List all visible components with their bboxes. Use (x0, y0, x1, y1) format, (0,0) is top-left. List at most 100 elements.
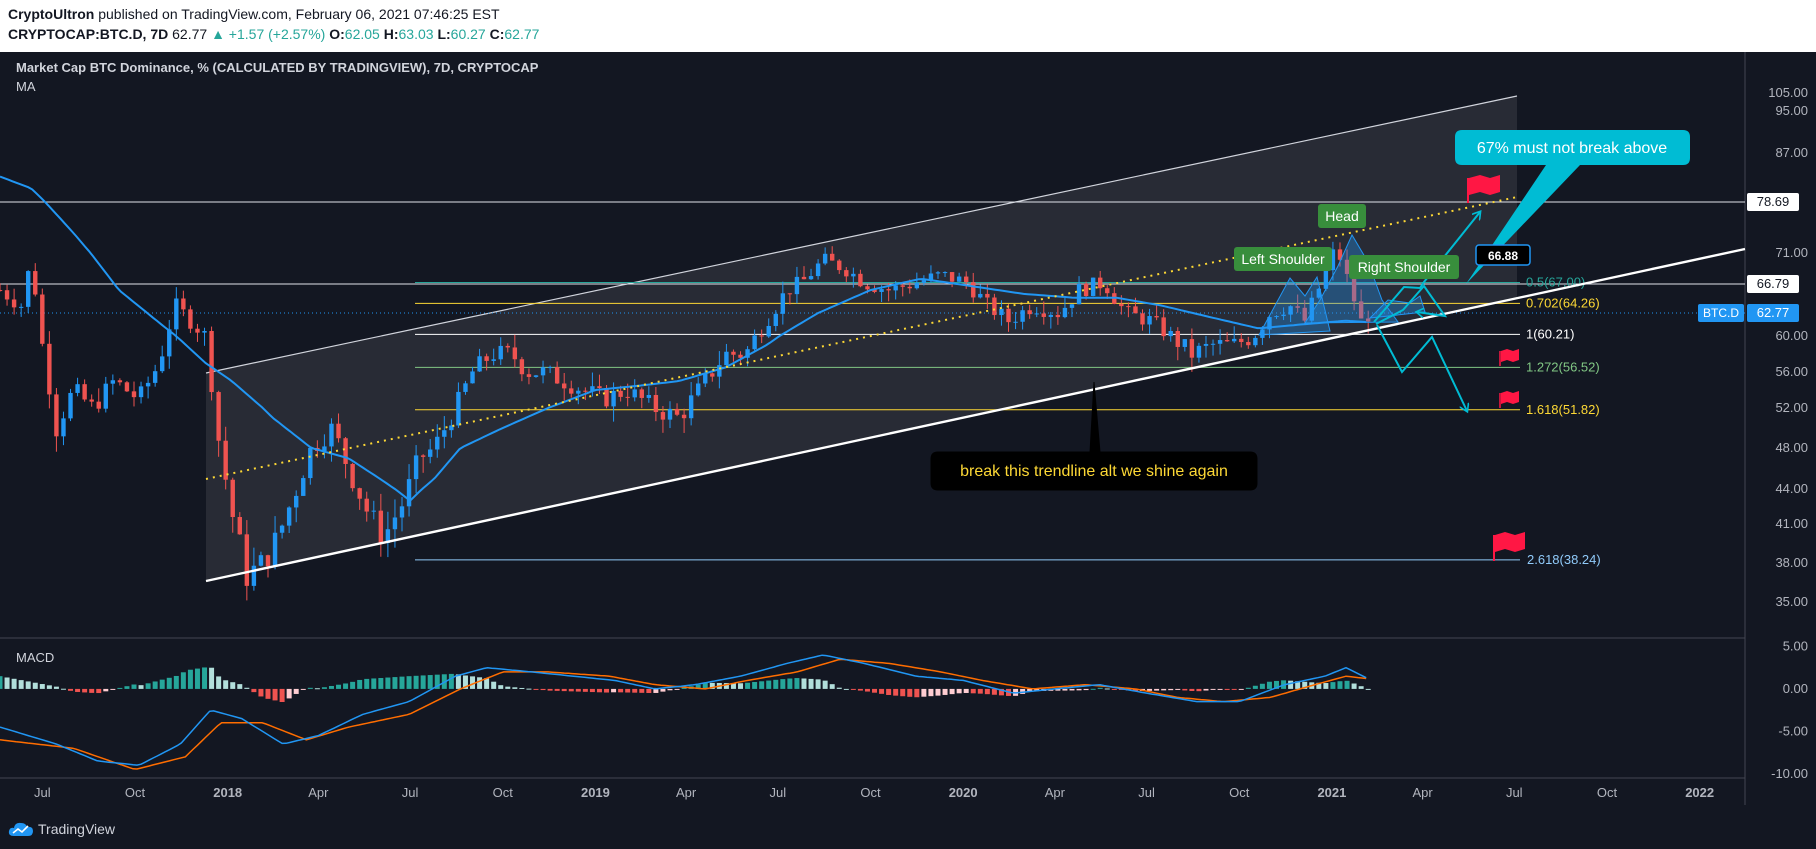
macd-histogram-bar (963, 688, 969, 693)
macd-histogram-bar (202, 667, 208, 689)
candle (202, 327, 207, 346)
macd-histogram-bar (1069, 688, 1075, 691)
macd-histogram-bar (709, 682, 715, 689)
level-78-label-box (1747, 193, 1799, 211)
candle (89, 394, 94, 407)
macd-histogram-bar (1224, 688, 1230, 690)
left-shoulder-label: Left Shoulder (1241, 251, 1325, 267)
macd-histogram-bar (1090, 688, 1096, 690)
time-tick-label: Jul (402, 785, 419, 800)
candle (794, 266, 800, 304)
candle (1161, 309, 1166, 341)
candle (279, 524, 285, 539)
macd-histogram-bar (18, 680, 24, 689)
candle (11, 288, 17, 315)
head-label-box[interactable] (1318, 204, 1366, 228)
candle (40, 288, 45, 347)
fib-level-label: 2.618(38.24) (1527, 552, 1601, 567)
macd-histogram-bar (1288, 680, 1294, 689)
chart-background (0, 52, 1816, 849)
macd-histogram-bar (173, 675, 179, 689)
price-tick-label: 60.00 (1775, 328, 1808, 343)
macd-histogram-bar (1330, 682, 1336, 689)
candle (47, 331, 52, 409)
candle (1175, 327, 1180, 361)
macd-histogram-bar (1231, 688, 1237, 690)
macd-histogram-bar (625, 688, 631, 693)
price-tick-label: 35.00 (1775, 594, 1808, 609)
chart-legend-title[interactable]: Market Cap BTC Dominance, % (CALCULATED … (16, 60, 539, 75)
channel-upper-line[interactable] (205, 95, 1518, 374)
callout-top-bubble[interactable] (1455, 130, 1690, 284)
candle (562, 372, 567, 401)
price-marker-box[interactable] (1475, 244, 1531, 266)
macd-histogram-bar (1062, 688, 1068, 691)
candle (815, 259, 821, 280)
macd-histogram-bar (1358, 686, 1364, 689)
fibonacci-levels[interactable]: 0.5(67.00) 0.702(64.26) 1(60.21) 1.272(56.5… (415, 274, 1601, 567)
macd-histogram-bar (491, 681, 497, 689)
macd-histogram-bar (321, 687, 327, 689)
left-shoulder-label-box[interactable] (1234, 247, 1332, 271)
candle (822, 247, 828, 266)
macd-histogram-bar (1245, 687, 1251, 689)
candle (519, 356, 525, 382)
candle (1253, 335, 1258, 348)
candle (1295, 294, 1300, 313)
flag-icon[interactable] (1493, 532, 1525, 561)
flag-icon[interactable] (1499, 349, 1519, 366)
macd-legend[interactable]: MACD (16, 650, 54, 665)
price-chart[interactable]: 0.5(67.00) 0.702(64.26) 1(60.21) 1.272(56.5… (0, 52, 1816, 849)
macd-histogram-bar (864, 688, 870, 692)
candle (498, 337, 503, 365)
right-shoulder-label-box[interactable] (1349, 255, 1459, 279)
candle (103, 376, 108, 413)
chart-area[interactable]: 0.5(67.00) 0.702(64.26) 1(60.21) 1.272(56.5… (0, 52, 1816, 849)
candle (435, 424, 440, 458)
support-trendline[interactable] (205, 247, 1746, 583)
macd-histogram-bar (702, 682, 708, 689)
time-tick-label: 2019 (581, 785, 610, 800)
price-axis[interactable]: 105.00 95.00 87.00 71.00 60.00 56.00 52.00 48.0… (1768, 85, 1808, 609)
callout-bottom-bubble[interactable] (930, 381, 1258, 491)
bearish-projection-arrow[interactable] (1376, 324, 1467, 411)
candle (766, 318, 771, 338)
low-label: L: (437, 26, 451, 42)
candle (731, 349, 736, 362)
candle (639, 387, 644, 409)
macd-histogram-bar (477, 677, 483, 689)
tradingview-logo[interactable]: TradingView (8, 818, 115, 840)
candle (801, 266, 807, 280)
candle (406, 464, 412, 517)
candle (1182, 339, 1188, 352)
symbol-interval: CRYPTOCAP:BTC.D, 7D (8, 26, 169, 42)
candle (230, 477, 235, 533)
macd-histogram-bar (237, 684, 243, 689)
flag-icon[interactable] (1499, 391, 1519, 408)
macd-histogram-bar (385, 677, 391, 689)
candle (696, 377, 701, 397)
flag-icon[interactable] (1467, 175, 1500, 203)
candle (470, 366, 475, 384)
candle (1055, 306, 1061, 325)
price-tick-label: 87.00 (1775, 145, 1808, 160)
macd-histogram-bar (11, 678, 17, 689)
ma-legend[interactable]: MA (16, 79, 36, 94)
published-text: published on TradingView.com, February 0… (98, 6, 500, 22)
macd-histogram-bar (505, 686, 511, 689)
right-shoulder-path-arrow[interactable] (1375, 284, 1448, 325)
macd-histogram-bar (582, 688, 588, 692)
candle (223, 426, 228, 490)
publication-line: CryptoUltron published on TradingView.co… (8, 6, 500, 22)
macd-axis[interactable]: 5.00 0.00 -5.00 -10.00 (1771, 638, 1808, 780)
macd-histogram-bar (836, 687, 842, 689)
head-label: Head (1325, 208, 1358, 224)
time-axis[interactable]: Jul Oct 2018 Apr Jul Oct 2019 Apr Jul Oct 2020 Apr J… (34, 785, 1714, 800)
macd-histogram-bar (1175, 688, 1181, 690)
time-tick-label: Apr (308, 785, 329, 800)
macd-histogram-bar (462, 675, 468, 689)
price-tick-label: 52.00 (1775, 400, 1808, 415)
macd-histogram-bar (752, 682, 758, 689)
macd-histogram-bar (1161, 688, 1167, 691)
author-name[interactable]: CryptoUltron (8, 6, 95, 22)
